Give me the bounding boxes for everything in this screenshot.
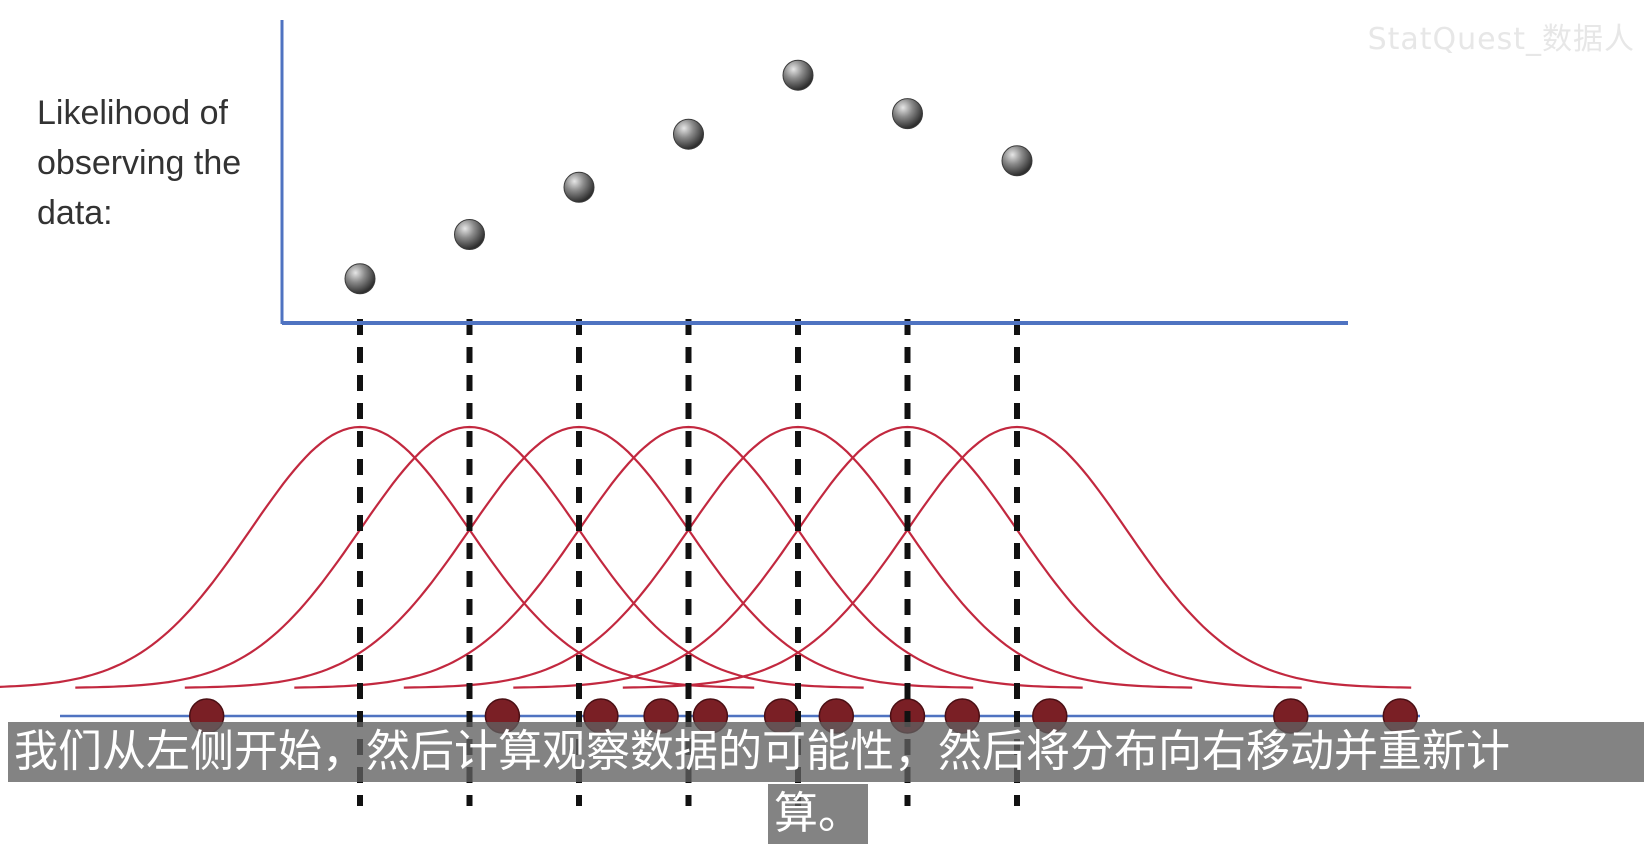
y-axis-label-text: Likelihood of observing the data: xyxy=(37,88,277,238)
likelihood-axes xyxy=(280,20,1348,325)
likelihood-point-6 xyxy=(892,98,923,130)
likelihood-point-3 xyxy=(563,171,595,203)
likelihood-point-1 xyxy=(344,263,376,295)
likelihood-point-5 xyxy=(782,59,814,91)
normal-curve-5 xyxy=(403,425,1193,689)
likelihood-point-4 xyxy=(673,118,704,150)
normal-curve-2 xyxy=(75,425,864,689)
normal-curve-6 xyxy=(513,425,1302,689)
likelihood-point-2 xyxy=(454,219,485,250)
normal-curve-3 xyxy=(184,425,974,689)
y-axis-label: Likelihood of observing the data: xyxy=(37,88,277,238)
likelihood-points xyxy=(344,59,1033,295)
subtitle-line-2: 算。 xyxy=(768,784,868,844)
normal-curve-4 xyxy=(294,425,1083,689)
subtitle-line-1: 我们从左侧开始，然后计算观察数据的可能性，然后将分布向右移动并重新计 xyxy=(8,722,1644,782)
y-axis-label-line: observing the xyxy=(37,144,242,182)
y-axis-label-line: data: xyxy=(37,194,113,232)
normal-curve-1 xyxy=(0,425,755,689)
normal-curve-7 xyxy=(622,425,1412,689)
normal-curves xyxy=(0,425,1412,689)
y-axis-label-line: Likelihood of xyxy=(37,94,228,132)
channel-watermark: StatQuest_数据人 xyxy=(1367,22,1635,57)
likelihood-point-7 xyxy=(1001,145,1033,177)
